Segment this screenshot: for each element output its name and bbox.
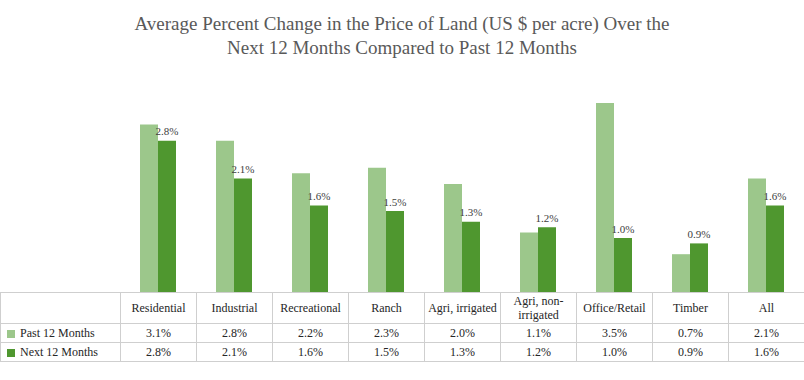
- html-text:2.8%: 2.8%: [146, 345, 171, 359]
- svg-text:Next 12 Months Compared to Pas: Next 12 Months Compared to Past 12 Month…: [227, 37, 577, 58]
- html-text:2.8%: 2.8%: [222, 326, 247, 340]
- html-text:2.3%: 2.3%: [374, 326, 399, 340]
- svg-text:1.3%: 1.3%: [460, 206, 483, 218]
- html-text:Timber: Timber: [673, 301, 708, 315]
- html-text:Agri, irrigated: Agri, irrigated: [428, 301, 497, 315]
- html-text:Past 12 Months: Past 12 Months: [20, 326, 95, 340]
- html-text:Residential: Residential: [131, 301, 186, 315]
- html-text:0.9%: 0.9%: [678, 345, 703, 359]
- html-text:Industrial: Industrial: [211, 301, 258, 315]
- html-text:3.1%: 3.1%: [146, 326, 171, 340]
- html-text:1.6%: 1.6%: [298, 345, 323, 359]
- svg-text:1.6%: 1.6%: [764, 190, 787, 202]
- svg-text:0.9%: 0.9%: [688, 228, 711, 240]
- svg-text:1.6%: 1.6%: [308, 190, 331, 202]
- html-text:1.5%: 1.5%: [374, 345, 399, 359]
- svg-text:2.8%: 2.8%: [156, 125, 179, 137]
- html-text:3.5%: 3.5%: [602, 326, 627, 340]
- html-text:1.2%: 1.2%: [526, 345, 551, 359]
- html-text:2.1%: 2.1%: [754, 326, 779, 340]
- svg-text:Average Percent Change in the: Average Percent Change in the Price of L…: [134, 13, 669, 35]
- html-text:1.1%: 1.1%: [526, 326, 551, 340]
- html-text:Agri, non-irrigated: Agri, non-irrigated: [513, 294, 564, 322]
- html-text:Ranch: Ranch: [371, 301, 402, 315]
- html-text:2.1%: 2.1%: [222, 345, 247, 359]
- html-text:2.0%: 2.0%: [450, 326, 475, 340]
- svg-text:2.1%: 2.1%: [232, 163, 255, 175]
- svg-text:1.5%: 1.5%: [384, 196, 407, 208]
- html-text:0.7%: 0.7%: [678, 326, 703, 340]
- svg-text:1.2%: 1.2%: [536, 212, 559, 224]
- html-text:Next 12 Months: Next 12 Months: [20, 345, 98, 359]
- html-text:1.0%: 1.0%: [602, 345, 627, 359]
- html-text:Recreational: Recreational: [280, 301, 341, 315]
- svg-text:1.0%: 1.0%: [612, 223, 635, 235]
- html-text:1.3%: 1.3%: [450, 345, 475, 359]
- html-text:Office/Retail: Office/Retail: [583, 301, 646, 315]
- html-text:1.6%: 1.6%: [754, 345, 779, 359]
- html-text:All: All: [758, 301, 775, 315]
- html-text:2.2%: 2.2%: [298, 326, 323, 340]
